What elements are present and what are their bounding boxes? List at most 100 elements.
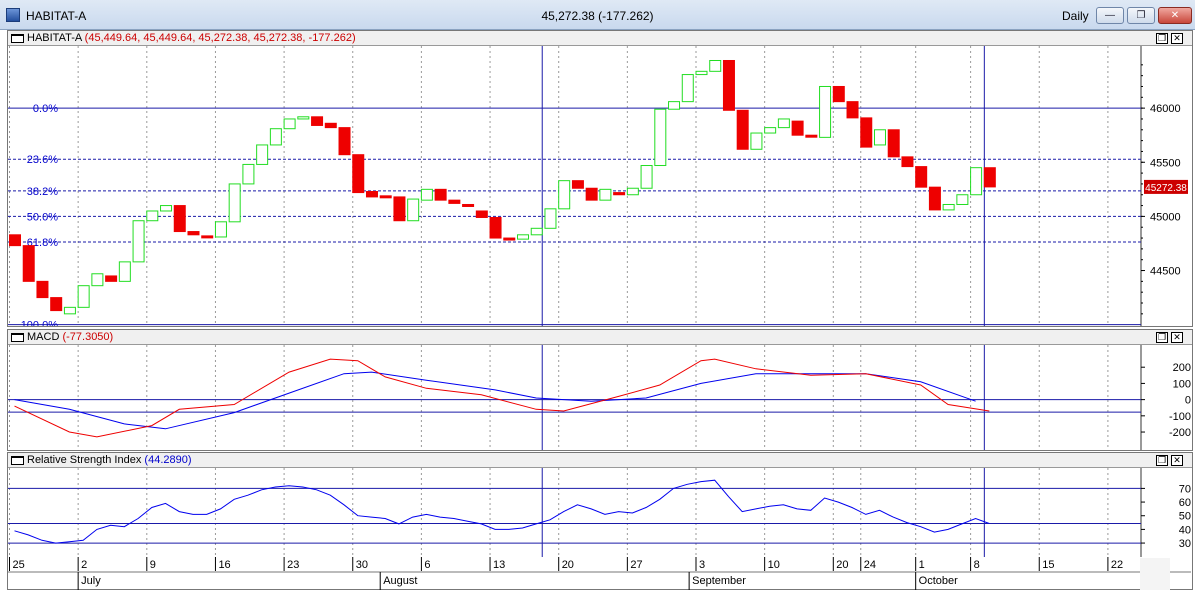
macd-panel-value: (-77.3050) <box>62 331 114 343</box>
panel-close-button[interactable]: ✕ <box>1171 33 1183 44</box>
y-tick-label: 40 <box>1179 524 1191 536</box>
window-title: HABITAT-A <box>26 9 87 23</box>
day-tick-label: 25 <box>13 559 25 571</box>
rsi-panel[interactable]: Relative Strength Index (44.2890) ❐ ✕ 70… <box>7 452 1193 558</box>
candle-down <box>475 210 488 218</box>
day-tick-label: 30 <box>356 559 368 571</box>
candle-up <box>668 101 681 110</box>
price-panel-title: HABITAT-A <box>27 32 82 44</box>
candle-up <box>132 220 145 263</box>
candle-up <box>269 128 282 146</box>
candle-down <box>22 245 35 282</box>
minimize-button[interactable]: — <box>1096 7 1124 24</box>
macd-chart[interactable]: 200 100 0 -100 -200 <box>8 345 1192 450</box>
day-tick-label: 2 <box>81 559 87 571</box>
candle-down <box>928 186 941 211</box>
candle-down <box>311 116 324 126</box>
candle-up <box>214 221 227 238</box>
candle-down <box>915 166 928 188</box>
candle-down <box>489 216 502 239</box>
candle-up <box>599 188 612 201</box>
candle-down <box>9 234 21 247</box>
day-tick-label: 8 <box>974 559 980 571</box>
panel-close-button[interactable]: ✕ <box>1171 455 1183 466</box>
candle-down <box>324 122 337 129</box>
candle-up <box>420 188 433 201</box>
candle-down <box>50 297 63 312</box>
candle-down <box>36 280 49 299</box>
rsi-panel-header: Relative Strength Index (44.2890) ❐ ✕ <box>8 453 1192 468</box>
candle-up <box>709 59 722 72</box>
fibonacci-level-label: 38.2% <box>27 186 58 198</box>
macd-panel[interactable]: MACD (-77.3050) ❐ ✕ 200 100 0 -100 -200 <box>7 329 1193 451</box>
candle-down <box>791 120 804 136</box>
month-label: August <box>383 575 417 587</box>
y-tick-label: 45000 <box>1150 211 1181 223</box>
candle-up <box>544 208 557 229</box>
candle-down <box>805 134 818 138</box>
fibonacci-level-label: 0.0% <box>33 103 58 115</box>
candle-down <box>365 190 378 198</box>
candle-up <box>77 285 90 308</box>
day-tick-label: 23 <box>287 559 299 571</box>
candle-up <box>407 198 420 222</box>
candle-up <box>228 183 241 223</box>
candle-down <box>503 237 516 241</box>
rsi-rsi-line <box>14 479 990 544</box>
panel-close-button[interactable]: ✕ <box>1171 332 1183 343</box>
candle-up <box>558 180 571 210</box>
candle-down <box>173 205 186 233</box>
candle-up <box>160 205 173 212</box>
candle-down <box>860 117 873 148</box>
close-button[interactable]: ✕ <box>1158 7 1192 24</box>
price-panel[interactable]: HABITAT-A (45,449.64, 45,449.64, 45,272.… <box>7 30 1193 327</box>
candle-up <box>750 132 763 150</box>
y-tick-label: 200 <box>1173 362 1191 374</box>
period-label[interactable]: Daily <box>1062 9 1089 23</box>
candle-up <box>970 167 983 196</box>
panel-window-icon <box>11 333 24 342</box>
candle-down <box>613 192 626 196</box>
y-tick-label: 45500 <box>1150 157 1181 169</box>
price-chart[interactable]: 0.0%23.6%38.2%50.0%61.8%100.0%4450045000… <box>8 46 1192 326</box>
y-tick-label: 100 <box>1173 378 1191 390</box>
candle-down <box>462 203 475 207</box>
month-label: September <box>692 575 746 587</box>
candle-down <box>983 167 996 188</box>
candle-down <box>434 188 447 201</box>
panel-window-icon <box>11 34 24 43</box>
month-label: July <box>81 575 101 587</box>
candle-down <box>105 275 118 282</box>
day-tick-label: 9 <box>150 559 156 571</box>
candle-down <box>352 154 365 194</box>
month-label: October <box>919 575 958 587</box>
candle-up <box>640 165 653 189</box>
restore-button[interactable]: ❐ <box>1127 7 1155 24</box>
day-tick-label: 15 <box>1042 559 1054 571</box>
day-tick-label: 20 <box>836 559 848 571</box>
day-tick-label: 1 <box>919 559 925 571</box>
price-panel-values: (45,449.64, 45,449.64, 45,272.38, 45,272… <box>84 32 356 44</box>
price-quote: 45,272.38 (-177.262) <box>541 9 654 23</box>
y-tick-label: 60 <box>1179 497 1191 509</box>
panel-restore-button[interactable]: ❐ <box>1156 33 1168 44</box>
macd-signal-line <box>14 358 990 438</box>
candle-up <box>297 116 310 120</box>
price-panel-header: HABITAT-A (45,449.64, 45,449.64, 45,272.… <box>8 31 1192 46</box>
y-tick-label: 44500 <box>1150 266 1181 278</box>
day-tick-label: 3 <box>699 559 705 571</box>
candle-up <box>63 306 76 315</box>
candle-up <box>256 144 269 165</box>
candle-down <box>379 195 392 199</box>
panel-restore-button[interactable]: ❐ <box>1156 455 1168 466</box>
last-price-label: 45272.38 <box>1145 183 1187 194</box>
candle-up <box>242 163 255 185</box>
candle-up <box>695 70 708 76</box>
panel-restore-button[interactable]: ❐ <box>1156 332 1168 343</box>
candle-up <box>283 118 296 130</box>
candle-up <box>956 194 969 205</box>
candle-down <box>393 196 406 222</box>
y-tick-label: 46000 <box>1150 103 1181 115</box>
day-tick-label: 13 <box>493 559 505 571</box>
